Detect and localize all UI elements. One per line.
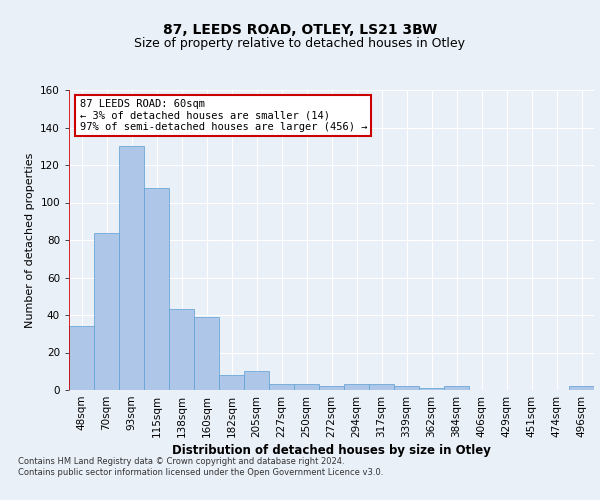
- Y-axis label: Number of detached properties: Number of detached properties: [25, 152, 35, 328]
- Bar: [219, 375, 244, 390]
- Text: Size of property relative to detached houses in Otley: Size of property relative to detached ho…: [134, 38, 466, 51]
- X-axis label: Distribution of detached houses by size in Otley: Distribution of detached houses by size …: [172, 444, 491, 457]
- Bar: [419, 388, 444, 390]
- Bar: [569, 386, 594, 390]
- Bar: [169, 310, 194, 390]
- Text: 87, LEEDS ROAD, OTLEY, LS21 3BW: 87, LEEDS ROAD, OTLEY, LS21 3BW: [163, 22, 437, 36]
- Bar: [294, 384, 319, 390]
- Bar: [119, 146, 144, 390]
- Bar: [69, 326, 94, 390]
- Bar: [394, 386, 419, 390]
- Text: 87 LEEDS ROAD: 60sqm
← 3% of detached houses are smaller (14)
97% of semi-detach: 87 LEEDS ROAD: 60sqm ← 3% of detached ho…: [79, 99, 367, 132]
- Bar: [194, 317, 219, 390]
- Bar: [144, 188, 169, 390]
- Bar: [244, 371, 269, 390]
- Text: Contains HM Land Registry data © Crown copyright and database right 2024.
Contai: Contains HM Land Registry data © Crown c…: [18, 458, 383, 477]
- Bar: [369, 384, 394, 390]
- Bar: [444, 386, 469, 390]
- Bar: [269, 384, 294, 390]
- Bar: [344, 384, 369, 390]
- Bar: [94, 232, 119, 390]
- Bar: [319, 386, 344, 390]
